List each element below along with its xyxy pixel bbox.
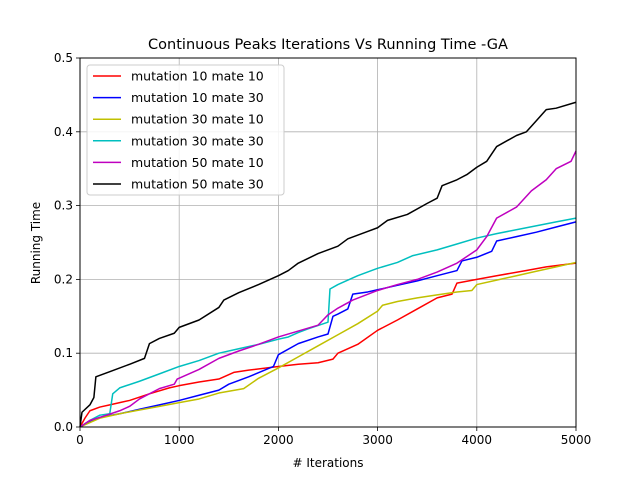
legend: mutation 10 mate 10 mutation 10 mate 30 mu…: [86, 64, 285, 196]
series-line-5: [79, 150, 577, 428]
series-line-2: [79, 221, 577, 428]
x-axis-title: # Iterations: [292, 456, 363, 470]
y-tick-label: 0.2: [54, 272, 73, 286]
y-axis-title: Running Time: [29, 202, 43, 284]
x-tick-label: 3000: [362, 433, 393, 447]
y-tick-label: 0.0: [54, 420, 73, 434]
series-line-1: [79, 262, 577, 428]
chart-title: Continuous Peaks Iterations Vs Running T…: [148, 37, 508, 53]
legend-box: [86, 64, 285, 196]
y-tick-label: 0.5: [54, 51, 73, 65]
legend-label: mutation 50 mate 10: [131, 155, 264, 170]
series-line-3: [79, 261, 577, 428]
y-tick-label: 0.3: [54, 199, 73, 213]
series-lines: [79, 101, 577, 428]
x-tick-label: 4000: [462, 433, 493, 447]
legend-label: mutation 10 mate 10: [131, 69, 264, 84]
axis-ticks: 0 1000 2000 3000 4000 5000 0.0 0.1 0.2 0.3 0.4 0.5: [54, 51, 591, 447]
series-line-4: [79, 217, 577, 428]
x-tick-label: 0: [76, 433, 84, 447]
legend-label: mutation 30 mate 10: [131, 112, 264, 127]
plot-area-frame: [79, 57, 577, 428]
y-tick-label: 0.4: [54, 125, 73, 139]
series-line-6: [79, 101, 577, 428]
legend-label: mutation 10 mate 30: [131, 90, 264, 105]
x-tick-label: 5000: [561, 433, 592, 447]
x-tick-label: 2000: [263, 433, 294, 447]
legend-label: mutation 50 mate 30: [131, 177, 264, 192]
x-tick-label: 1000: [164, 433, 195, 447]
y-tick-label: 0.1: [54, 346, 73, 360]
legend-label: mutation 30 mate 30: [131, 133, 264, 148]
